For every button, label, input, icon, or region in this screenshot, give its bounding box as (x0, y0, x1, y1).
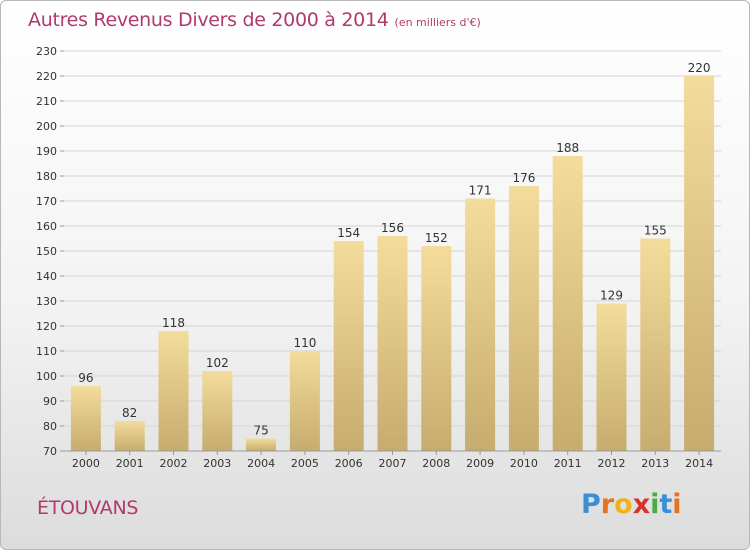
x-tick-label-2013: 2013 (641, 457, 669, 470)
bar-2014 (684, 76, 715, 451)
data-label-2008: 152 (425, 231, 448, 245)
bar-2003 (202, 371, 233, 451)
bars: 96 82 118 102 75 110 154 156 152 171 176 188 129 155 2… (70, 61, 715, 451)
y-tick-label: 170 (36, 195, 57, 208)
x-tick-label-2000: 2000 (72, 457, 100, 470)
bar-2013 (640, 238, 671, 451)
y-tick-label: 200 (36, 120, 57, 133)
x-tick-label-2007: 2007 (379, 457, 407, 470)
x-tick-label-2003: 2003 (203, 457, 231, 470)
data-label-2002: 118 (162, 316, 185, 330)
x-tick-label-2005: 2005 (291, 457, 319, 470)
data-label-2011: 188 (556, 141, 579, 155)
chart-title: Autres Revenus Divers de 2000 à 2014 (en … (28, 9, 481, 31)
y-tick-label: 90 (43, 395, 57, 408)
y-axis-ticks: 70 80 90 100 110 120 130 140 150 160 170 180 190 200 2… (36, 45, 64, 458)
data-label-2014: 220 (688, 61, 711, 75)
y-tick-label: 180 (36, 170, 57, 183)
data-label-2003: 102 (206, 356, 229, 370)
x-tick-label-2012: 2012 (598, 457, 626, 470)
x-tick-label-2002: 2002 (160, 457, 188, 470)
y-tick-label: 220 (36, 70, 57, 83)
y-tick-label: 230 (36, 45, 57, 58)
data-label-2000: 96 (78, 371, 93, 385)
data-label-2006: 154 (337, 226, 360, 240)
x-tick-label-2009: 2009 (466, 457, 494, 470)
x-axis-ticks: 2000 2001 2002 2003 2004 2005 2006 2007 2008 2009… (72, 451, 713, 470)
x-tick-label-2008: 2008 (422, 457, 450, 470)
bar-2007 (377, 236, 408, 451)
y-tick-label: 210 (36, 95, 57, 108)
bar-2002 (158, 331, 189, 451)
bar-2004 (246, 438, 277, 451)
bar-2006 (333, 241, 364, 451)
y-tick-label: 130 (36, 295, 57, 308)
data-label-2010: 176 (512, 171, 535, 185)
data-label-2001: 82 (122, 406, 137, 420)
x-tick-label-2001: 2001 (116, 457, 144, 470)
x-tick-label-2004: 2004 (247, 457, 275, 470)
chart-subtitle: (en milliers d'€) (394, 16, 481, 29)
y-tick-label: 110 (36, 345, 57, 358)
bar-2011 (552, 156, 583, 451)
commune-name: ÉTOUVANS (37, 497, 139, 519)
data-label-2005: 110 (293, 336, 316, 350)
bar-2001 (114, 421, 145, 451)
x-tick-label-2006: 2006 (335, 457, 363, 470)
bar-2010 (508, 186, 539, 451)
y-tick-label: 100 (36, 370, 57, 383)
y-tick-label: 80 (43, 420, 57, 433)
y-tick-label: 190 (36, 145, 57, 158)
bar-2000 (70, 386, 101, 451)
data-label-2012: 129 (600, 289, 623, 303)
data-label-2004: 75 (253, 424, 268, 438)
x-tick-label-2014: 2014 (685, 457, 713, 470)
bar-2008 (421, 246, 452, 451)
x-tick-label-2010: 2010 (510, 457, 538, 470)
data-label-2007: 156 (381, 221, 404, 235)
data-label-2013: 155 (644, 224, 667, 238)
bar-2005 (289, 351, 320, 451)
y-tick-label: 150 (36, 245, 57, 258)
data-label-2009: 171 (469, 184, 492, 198)
bar-2012 (596, 303, 627, 451)
x-tick-label-2011: 2011 (554, 457, 582, 470)
bar-2009 (465, 198, 496, 451)
y-tick-label: 70 (43, 445, 57, 458)
y-tick-label: 140 (36, 270, 57, 283)
proxiti-logo: Proxiti (581, 489, 682, 520)
y-tick-label: 120 (36, 320, 57, 333)
y-tick-label: 160 (36, 220, 57, 233)
